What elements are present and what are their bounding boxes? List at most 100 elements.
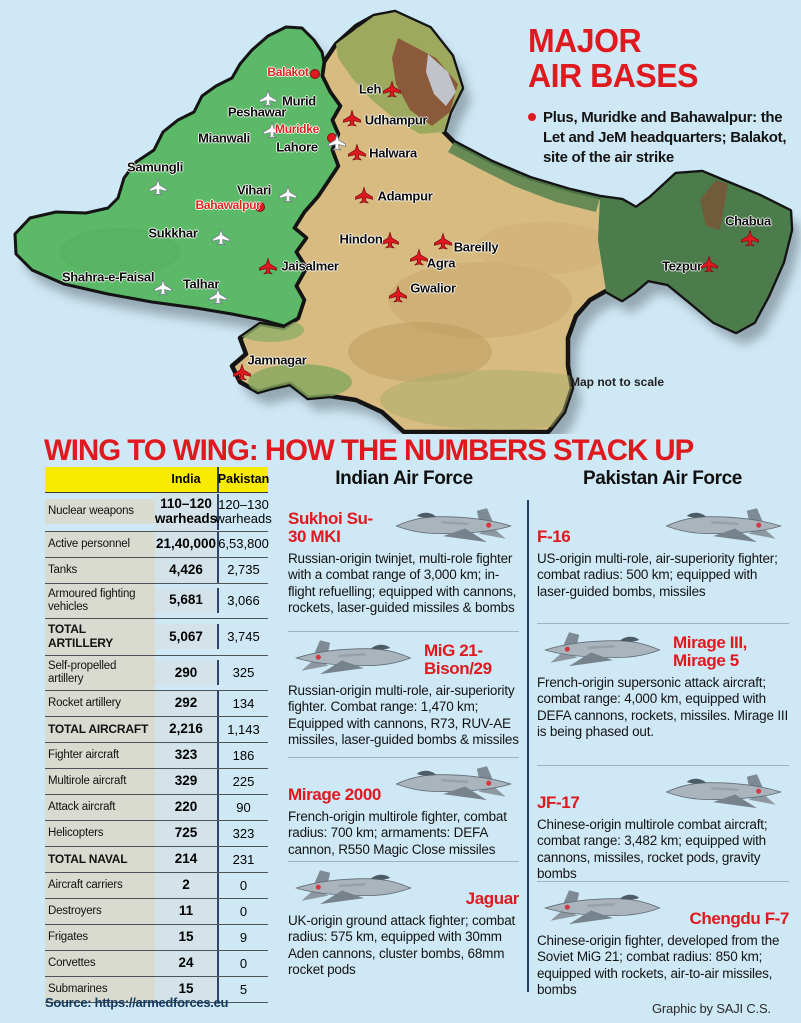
- row-label: TOTAL AIRCRAFT: [45, 717, 155, 743]
- table-row-multirole-aircraft: Multirole aircraft 329 225: [45, 769, 268, 796]
- india-value: 21,40,000: [155, 531, 217, 557]
- india-value: 15: [155, 977, 217, 1003]
- map-label-balakot: Balakot: [267, 65, 309, 79]
- row-label: Destroyers: [45, 899, 155, 925]
- india-value: 329: [155, 769, 217, 795]
- aircraft-entry-header: Sukhoi Su-30 MKI: [288, 504, 519, 548]
- aircraft-entry-header: JF-17: [537, 770, 789, 814]
- air-base-marker-white-jet: [263, 121, 282, 141]
- comparison-title: WING TO WING: HOW THE NUMBERS STACK UP: [44, 434, 694, 467]
- air-base-marker-white-jet: [279, 185, 298, 205]
- india-value: 220: [155, 795, 217, 821]
- aircraft-image: [395, 508, 513, 543]
- india-base-jet-icon: [348, 143, 366, 161]
- air-base-marker-red-jet: [355, 186, 374, 206]
- aircraft-entry-mirage-iii-mirage-5: Mirage III, Mirage 5 French-origin supers…: [537, 624, 789, 766]
- aircraft-image-wrap: [659, 770, 789, 814]
- aircraft-entry-header: F-16: [537, 504, 789, 548]
- pakistan-base-jet-icon: [328, 133, 346, 151]
- air-base-marker-red-jet: [741, 229, 760, 249]
- map-label-gwalior: Gwalior: [410, 280, 456, 296]
- aircraft-name: Jaguar: [465, 889, 519, 909]
- india-value: 214: [155, 847, 217, 873]
- pakistan-value: 1,143: [217, 717, 268, 743]
- row-label: Fighter aircraft: [45, 743, 155, 769]
- pakistan-base-jet-icon: [154, 278, 172, 296]
- map-label-murid: Murid: [282, 93, 316, 109]
- aircraft-entry-sukhoi-su-30-mki: Sukhoi Su-30 MKI Russian-origin twinjet, …: [288, 500, 519, 632]
- pakistan-base-jet-icon: [149, 178, 167, 196]
- aircraft-description: Chinese-origin fighter, developed from t…: [537, 933, 780, 998]
- india-value: 292: [155, 691, 217, 717]
- india-base-jet-icon: [381, 231, 399, 249]
- table-header-empty-cell: [45, 467, 155, 492]
- india-value: 5,681: [155, 588, 217, 614]
- aircraft-description: Russian-origin twinjet, multi-role fight…: [288, 551, 517, 616]
- india-base-jet-icon: [434, 232, 452, 250]
- map-note: Plus, Muridke and Bahawalpur: the Let an…: [528, 108, 790, 167]
- table-header-row: India Pakistan: [45, 467, 269, 493]
- air-base-marker-white-jet: [328, 133, 347, 153]
- india-base-jet-icon: [355, 186, 373, 204]
- map-label-halwara: Halwara: [369, 145, 417, 161]
- pakistan-value: 323: [217, 821, 268, 847]
- pakistan-value: 3,745: [217, 624, 268, 650]
- row-label: Attack aircraft: [45, 795, 155, 821]
- map-label-chabua: Chabua: [725, 213, 771, 229]
- hq-dot-icon: [255, 202, 265, 212]
- table-row-rocket-artillery: Rocket artillery 292 134: [45, 691, 268, 718]
- map-label-muridke: Muridke: [275, 122, 319, 136]
- air-base-marker-red-jet: [348, 143, 367, 163]
- pakistan-aircraft-column: F-16 US-origin multi-role, air-superiorit…: [537, 500, 789, 1010]
- air-base-marker-red-jet: [700, 255, 719, 275]
- aircraft-name: JF-17: [537, 793, 580, 813]
- pakistan-value: 0: [217, 873, 268, 899]
- map-label-jamnagar: Jamnagar: [247, 352, 307, 368]
- india-base-jet-icon: [259, 257, 277, 275]
- air-base-marker-white-jet: [259, 89, 278, 109]
- map-label-udhampur: Udhampur: [364, 112, 428, 128]
- map-section: Balakot Muridke Bahawalpur Peshawar Murid Mia…: [0, 0, 801, 434]
- air-base-marker-red-jet: [259, 257, 278, 277]
- pakistan-value: 0: [217, 951, 268, 977]
- red-bullet-icon: [528, 112, 536, 121]
- column-divider: [527, 500, 529, 992]
- india-value: 5,067: [155, 624, 217, 650]
- row-label: Helicopters: [45, 821, 155, 847]
- aircraft-description: French-origin multirole fighter, combat …: [288, 809, 507, 857]
- row-label: Aircraft carriers: [45, 873, 155, 899]
- aircraft-image-wrap: [659, 504, 789, 548]
- india-value: 323: [155, 743, 217, 769]
- table-row-frigates: Frigates 15 9: [45, 925, 268, 952]
- map-label-vihari: Vihari: [236, 182, 272, 198]
- table-body: Nuclear weapons 110–120 warheads 120–130 w…: [45, 493, 272, 1004]
- pakistan-value: 325: [217, 660, 268, 686]
- row-label: Corvettes: [45, 951, 155, 977]
- pakistan-value: 0: [217, 899, 268, 925]
- aircraft-entry-header: Chengdu F-7: [537, 886, 789, 930]
- aircraft-description: US-origin multi-role, air-superiority fi…: [537, 551, 778, 599]
- pakistan-base-jet-icon: [279, 185, 297, 203]
- graphic-credit: Graphic by SAJI C.S.: [652, 1001, 771, 1016]
- aircraft-entry-jf-17: JF-17 Chinese-origin multirole combat air…: [537, 766, 789, 882]
- map-label-jaisalmer: Jaisalmer: [281, 258, 339, 274]
- aircraft-entry-jaguar: Jaguar UK-origin ground attack fighter; c…: [288, 862, 519, 995]
- table-row-total-artillery: TOTAL ARTILLERY 5,067 3,745: [45, 619, 268, 656]
- aircraft-entry-chengdu-f-7: Chengdu F-7 Chinese-origin fighter, devel…: [537, 882, 789, 1010]
- india-value: 290: [155, 660, 217, 686]
- map-title: MAJOR AIR BASES: [528, 23, 782, 94]
- india-base-jet-icon: [233, 363, 251, 381]
- row-label: Self-propelled artillery: [45, 655, 155, 691]
- aircraft-entry-header: Mirage III, Mirage 5: [537, 628, 789, 672]
- air-base-marker-red-jet: [410, 248, 429, 268]
- india-base-jet-icon: [383, 80, 401, 98]
- map-overlay: Balakot Muridke Bahawalpur Peshawar Murid Mia…: [0, 0, 801, 434]
- india-value: 15: [155, 925, 217, 951]
- pakistan-value: 3,066: [217, 588, 268, 614]
- air-base-marker-white-jet: [209, 287, 228, 307]
- india-base-jet-icon: [343, 109, 361, 127]
- pakistan-value: 231: [217, 847, 268, 873]
- row-label: Nuclear weapons: [45, 499, 155, 525]
- aircraft-image-wrap: [389, 504, 519, 548]
- india-value: 2,216: [155, 717, 217, 743]
